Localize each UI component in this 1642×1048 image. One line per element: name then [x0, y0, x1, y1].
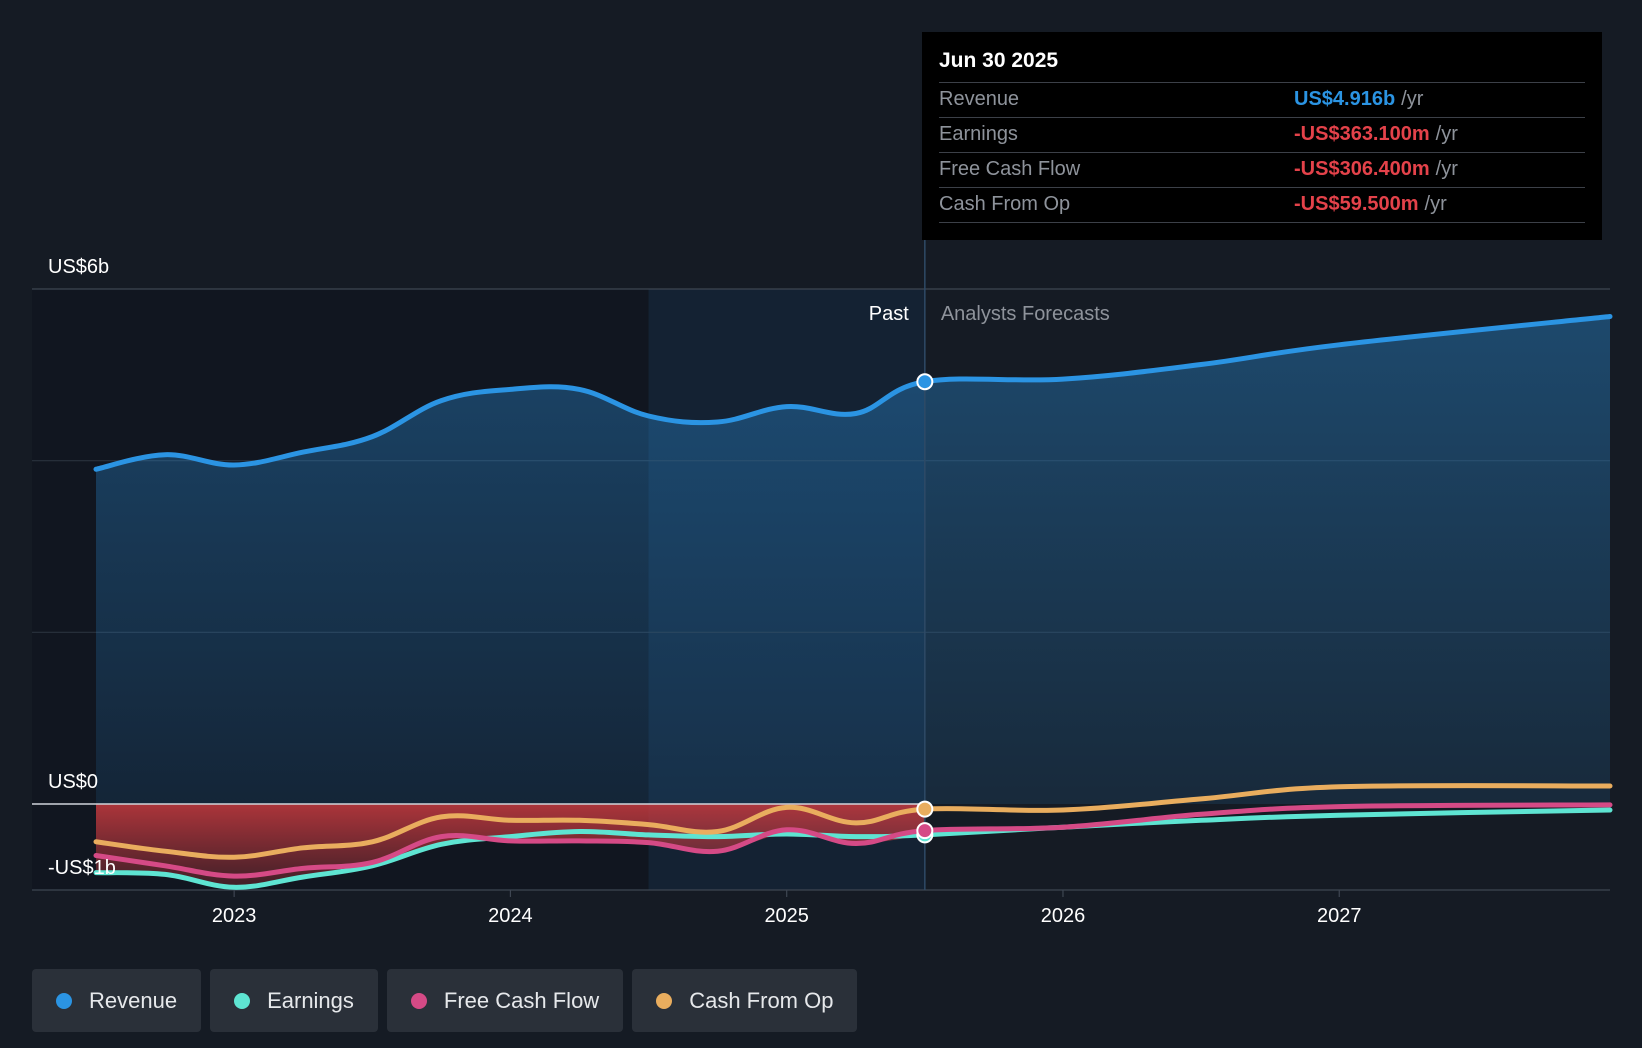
- free-cash-flow-marker: [916, 822, 934, 840]
- forecast-label: Analysts Forecasts: [941, 303, 1110, 325]
- y-tick-label: US$0: [48, 771, 98, 793]
- tooltip-row-cash-from-op: Cash From Op -US$59.500m /yr: [939, 188, 1585, 223]
- revenue-marker: [916, 373, 934, 391]
- legend-label: Revenue: [89, 987, 178, 1013]
- legend-item-free-cash-flow[interactable]: Free Cash Flow: [386, 969, 624, 1032]
- tooltip-unit: /yr: [1435, 123, 1458, 145]
- tooltip-row-earnings: Earnings -US$363.100m /yr: [939, 118, 1585, 153]
- tooltip-unit: /yr: [1435, 158, 1458, 180]
- free-cash-flow-line: [93, 802, 1613, 879]
- tooltip-value: -US$306.400m: [1294, 158, 1430, 180]
- revenue-area: [96, 316, 1610, 804]
- tooltip-panel: Jun 30 2025 Revenue US$4.916b /yr Earnin…: [922, 32, 1602, 240]
- legend-label: Cash From Op: [689, 987, 834, 1013]
- past-label: Past: [869, 303, 909, 325]
- x-tick-label: 2027: [1317, 905, 1362, 927]
- tooltip-row-revenue: Revenue US$4.916b /yr: [939, 83, 1585, 118]
- series-markers: [916, 373, 934, 844]
- series-lines: [93, 314, 1613, 890]
- y-tick-label: -US$1b: [48, 857, 116, 879]
- tooltip-label: Free Cash Flow: [939, 158, 1081, 180]
- x-tick-label: 2023: [212, 905, 257, 927]
- cash-from-op-marker: [916, 800, 934, 818]
- tooltip-date: Jun 30 2025: [939, 46, 1585, 83]
- tooltip-label: Cash From Op: [939, 193, 1071, 215]
- y-axis-labels: US$6b US$0 -US$1b: [48, 256, 116, 879]
- tooltip-label: Revenue: [939, 88, 1020, 110]
- tooltip-value: -US$59.500m: [1294, 193, 1419, 215]
- tooltip-row-free-cash-flow: Free Cash Flow -US$306.400m /yr: [939, 153, 1585, 188]
- free-cash-flow-dot-icon: [410, 992, 427, 1009]
- tooltip-value: -US$363.100m: [1294, 123, 1430, 145]
- tooltip-label: Earnings: [939, 123, 1018, 145]
- x-axis-labels: 2023 2024 2025 2026 2027: [212, 890, 1362, 927]
- revenue-dot-icon: [56, 992, 72, 1009]
- legend-item-earnings[interactable]: Earnings: [210, 969, 378, 1032]
- tooltip-unit: /yr: [1401, 88, 1424, 110]
- legend-item-cash-from-op[interactable]: Cash From Op: [632, 969, 858, 1032]
- tooltip-value: US$4.916b: [1294, 88, 1396, 110]
- cash-from-op-dot-icon: [656, 992, 673, 1009]
- cash-from-op-line: [93, 783, 1613, 860]
- x-tick-label: 2026: [1041, 905, 1086, 927]
- earnings-dot-icon: [234, 992, 251, 1009]
- x-tick-label: 2025: [764, 905, 809, 927]
- y-tick-label: US$6b: [48, 256, 109, 278]
- legend: Revenue Earnings Free Cash Flow Cash Fro…: [32, 969, 866, 1032]
- x-tick-label: 2024: [488, 905, 533, 927]
- legend-item-revenue[interactable]: Revenue: [32, 969, 202, 1032]
- legend-label: Earnings: [267, 987, 354, 1013]
- legend-label: Free Cash Flow: [443, 987, 600, 1013]
- earnings-line: [93, 807, 1613, 890]
- revenue-line: [93, 314, 1613, 472]
- tooltip-unit: /yr: [1424, 193, 1447, 215]
